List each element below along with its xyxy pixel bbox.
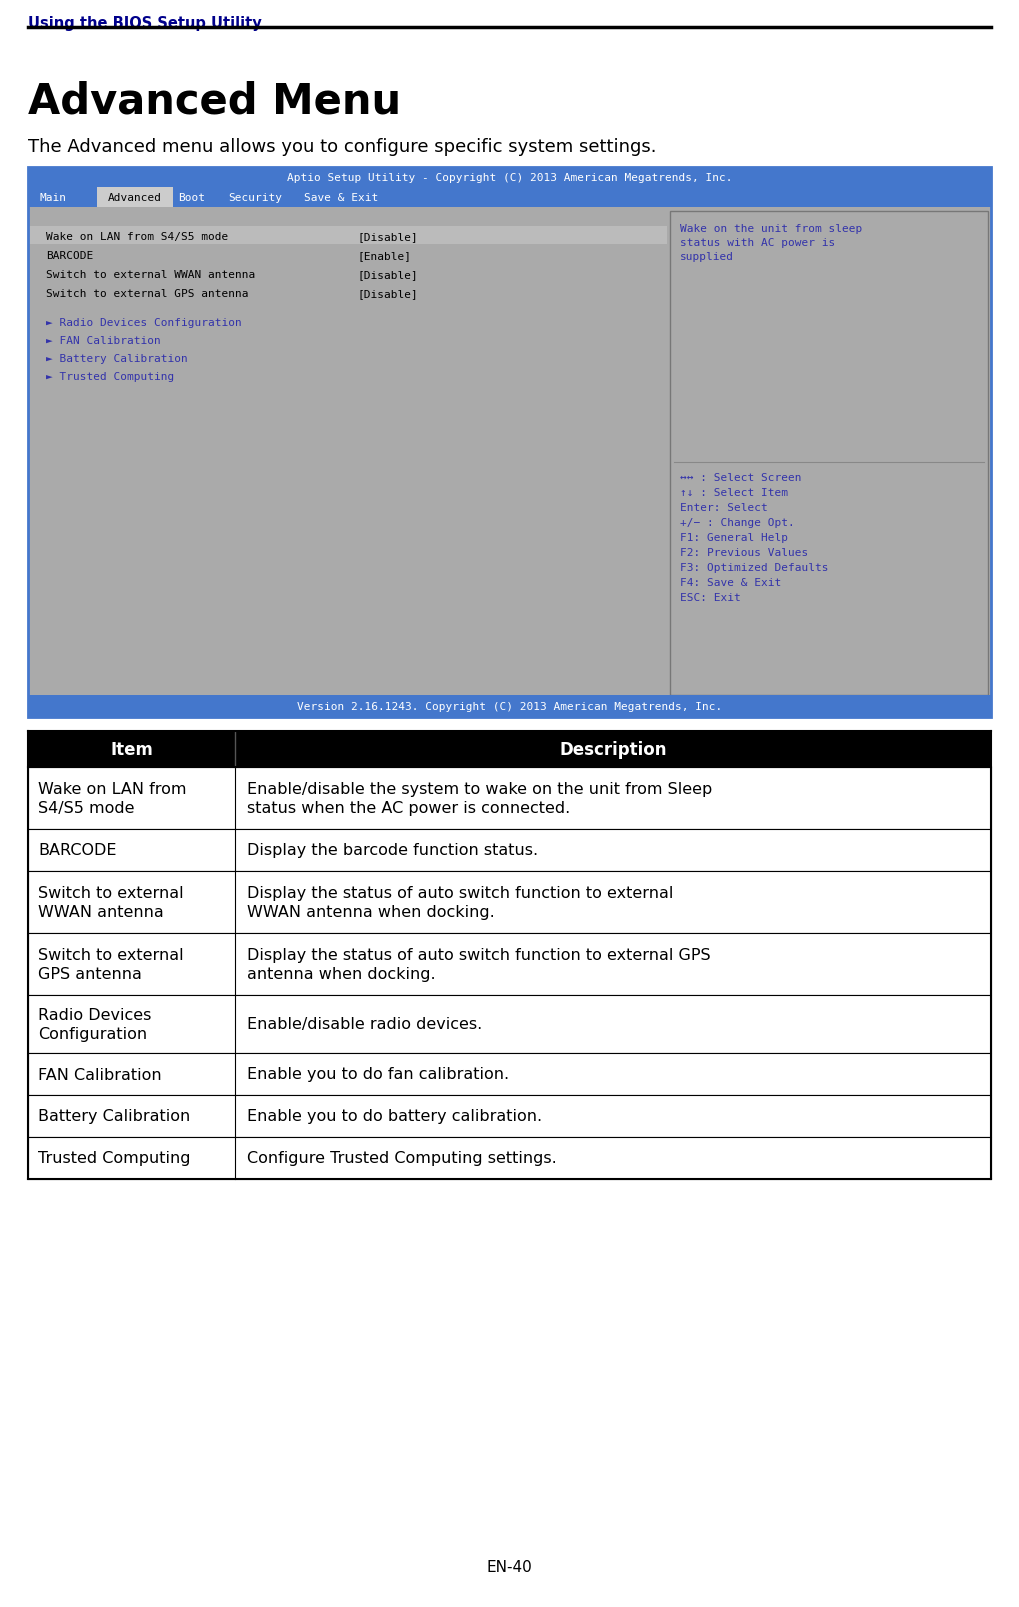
Text: ► Radio Devices Configuration: ► Radio Devices Configuration [46, 318, 242, 328]
Text: Switch to external WWAN antenna: Switch to external WWAN antenna [46, 270, 255, 280]
Text: Main: Main [40, 193, 67, 202]
Text: Save & Exit: Save & Exit [304, 193, 378, 202]
Text: [Disable]: [Disable] [358, 231, 419, 241]
Text: ► Battery Calibration: ► Battery Calibration [46, 354, 187, 363]
Bar [28, 167, 991, 188]
Text: Enable/disable the system to wake on the unit from Sleep
status when the AC powe: Enable/disable the system to wake on the… [247, 781, 712, 816]
Bar [28, 1053, 991, 1096]
Text: Display the status of auto switch function to external
WWAN antenna when docking: Display the status of auto switch functi… [247, 885, 674, 919]
Text: ► Trusted Computing: ► Trusted Computing [46, 371, 174, 382]
Text: ↔↔ : Select Screen: ↔↔ : Select Screen [680, 472, 802, 482]
Text: Enable you to do fan calibration.: Enable you to do fan calibration. [247, 1067, 510, 1082]
Text: Version 2.16.1243. Copyright (C) 2013 American Megatrends, Inc.: Version 2.16.1243. Copyright (C) 2013 Am… [297, 702, 722, 712]
Text: The Advanced menu allows you to configure specific system settings.: The Advanced menu allows you to configur… [28, 138, 656, 156]
Text: Boot: Boot [178, 193, 205, 202]
Text: [Disable]: [Disable] [358, 270, 419, 280]
Text: +/− : Change Opt.: +/− : Change Opt. [680, 517, 795, 527]
Text: Display the barcode function status.: Display the barcode function status. [247, 844, 538, 858]
Text: EN-40: EN-40 [487, 1559, 532, 1575]
Text: ESC: Exit: ESC: Exit [680, 593, 741, 603]
Text: Battery Calibration: Battery Calibration [38, 1109, 191, 1123]
Text: Switch to external
WWAN antenna: Switch to external WWAN antenna [38, 885, 183, 919]
Text: F1: General Help: F1: General Help [680, 532, 788, 543]
Text: Wake on LAN from S4/S5 mode: Wake on LAN from S4/S5 mode [46, 231, 228, 241]
Text: Switch to external
GPS antenna: Switch to external GPS antenna [38, 947, 183, 982]
Bar [28, 934, 991, 995]
Text: F4: Save & Exit: F4: Save & Exit [680, 577, 782, 588]
Bar [28, 871, 991, 934]
Text: Enter: Select: Enter: Select [680, 503, 767, 513]
Text: BARCODE: BARCODE [38, 844, 116, 858]
Bar [28, 731, 991, 768]
Bar [28, 696, 991, 718]
Text: Item: Item [110, 741, 153, 759]
Text: Radio Devices
Configuration: Radio Devices Configuration [38, 1008, 152, 1041]
Text: Enable/disable radio devices.: Enable/disable radio devices. [247, 1017, 482, 1032]
Text: Security: Security [228, 193, 282, 202]
Bar [28, 768, 991, 829]
Text: Configure Trusted Computing settings.: Configure Trusted Computing settings. [247, 1151, 556, 1165]
Bar [28, 188, 991, 207]
Bar [28, 167, 991, 718]
Text: Enable you to do battery calibration.: Enable you to do battery calibration. [247, 1109, 542, 1123]
Bar [28, 995, 991, 1053]
Bar [28, 829, 991, 871]
Text: Aptio Setup Utility - Copyright (C) 2013 American Megatrends, Inc.: Aptio Setup Utility - Copyright (C) 2013… [286, 174, 733, 183]
Text: BARCODE: BARCODE [46, 251, 94, 260]
Text: FAN Calibration: FAN Calibration [38, 1067, 162, 1082]
Text: Wake on the unit from sleep
status with AC power is
supplied: Wake on the unit from sleep status with … [680, 223, 862, 262]
Bar [97, 188, 173, 207]
Text: Advanced Menu: Advanced Menu [28, 80, 401, 122]
Text: [Enable]: [Enable] [358, 251, 412, 260]
Text: [Disable]: [Disable] [358, 289, 419, 299]
Text: ↑↓ : Select Item: ↑↓ : Select Item [680, 487, 788, 498]
Text: Wake on LAN from
S4/S5 mode: Wake on LAN from S4/S5 mode [38, 781, 186, 816]
Text: F3: Optimized Defaults: F3: Optimized Defaults [680, 562, 828, 572]
Text: Display the status of auto switch function to external GPS
antenna when docking.: Display the status of auto switch functi… [247, 947, 710, 982]
Bar [28, 1096, 991, 1138]
Text: Trusted Computing: Trusted Computing [38, 1151, 191, 1165]
Text: F2: Previous Values: F2: Previous Values [680, 548, 808, 558]
Text: ► FAN Calibration: ► FAN Calibration [46, 336, 161, 346]
Text: Switch to external GPS antenna: Switch to external GPS antenna [46, 289, 249, 299]
Bar [671, 212, 988, 696]
Bar [28, 167, 991, 718]
Text: Advanced: Advanced [108, 193, 162, 202]
Bar [28, 1138, 991, 1180]
Text: Description: Description [559, 741, 666, 759]
Text: Using the BIOS Setup Utility: Using the BIOS Setup Utility [28, 16, 262, 31]
Bar [29, 227, 667, 244]
